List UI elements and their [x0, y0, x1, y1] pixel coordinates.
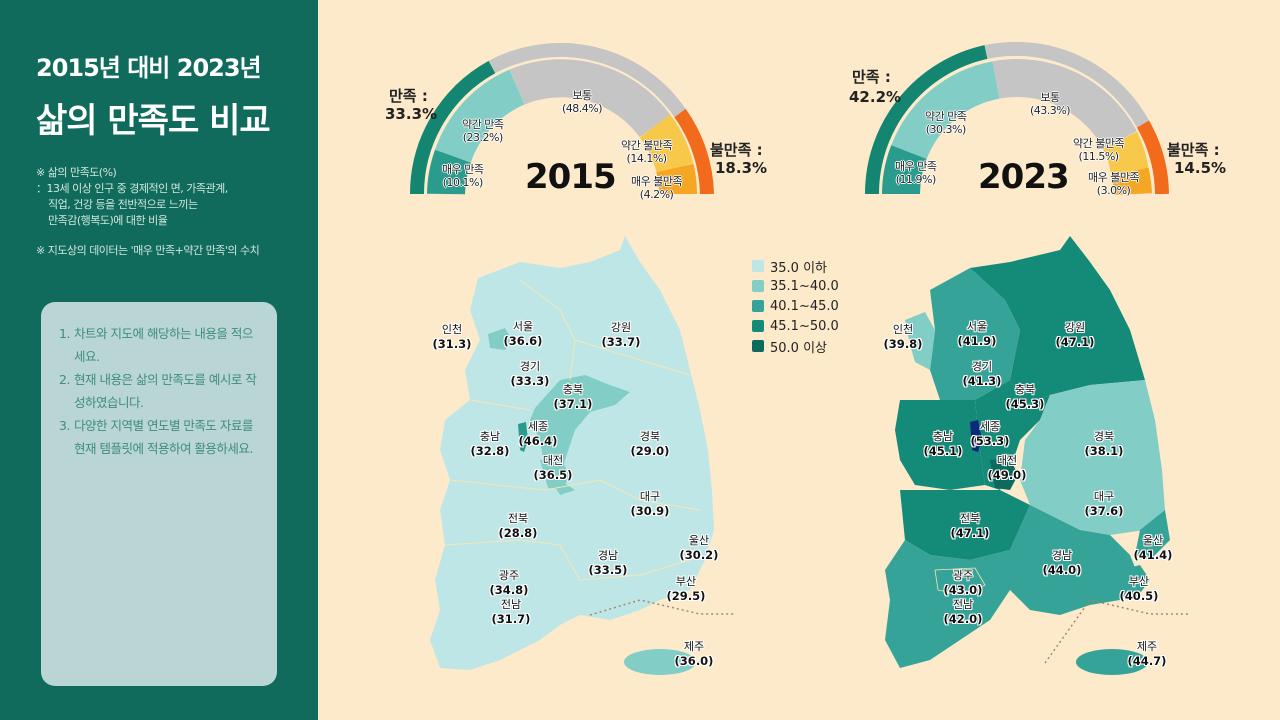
very-dissatisfied-label: 매우 불만족 (3.0%): [1088, 171, 1140, 197]
page-title: 삶의 만족도 비교: [36, 101, 271, 141]
legend-item: 35.0 이하: [752, 256, 839, 276]
note-line: 직업, 건강 등을 전반적으로 느끼는: [48, 198, 198, 211]
dissatisfied-value: 18.3%: [715, 159, 768, 177]
sidebar: 2015년 대비 2023년 삶의 만족도 비교 ※ 삶의 만족도(%) ：13…: [0, 0, 318, 720]
region-label-gwangju: 광주 (43.0): [943, 569, 983, 597]
region-label-daegu: 대구 (30.9): [630, 490, 670, 518]
gauge-2023-arcs: [864, 41, 1169, 196]
region-label-incheon: 인천 (31.3): [432, 323, 472, 351]
note-heading: ※ 삶의 만족도(%): [36, 166, 117, 179]
region-label-gyeongbuk: 경북 (29.0): [630, 430, 670, 458]
region-label-gyeongnam: 경남 (44.0): [1042, 549, 1082, 577]
region-label-gangwon: 강원 (33.7): [601, 321, 641, 349]
region-label-daejeon: 대전 (49.0): [987, 454, 1027, 482]
legend-swatch: [752, 260, 764, 272]
region-label-busan: 부산 (40.5): [1119, 575, 1159, 603]
legend-item: 45.1~50.0: [752, 316, 839, 336]
year-2015: 2015: [525, 157, 617, 197]
satisfied-label: 만족 :: [852, 68, 891, 86]
year-2023: 2023: [978, 157, 1070, 197]
region-label-daejeon: 대전 (36.5): [533, 454, 573, 482]
region-label-incheon: 인천 (39.8): [883, 323, 923, 351]
somewhat-satisfied-label: 약간 만족 (30.3%): [925, 110, 967, 136]
note-line: ：13세 이상 인구 중 경제적인 면, 가족관계,: [36, 182, 228, 195]
very-satisfied-label: 매우 만족 (11.9%): [895, 160, 937, 186]
region-label-jeonbuk: 전북 (28.8): [498, 512, 538, 540]
region-label-busan: 부산 (29.5): [666, 575, 706, 603]
somewhat-dissatisfied-label: 약간 불만족 (14.1%): [621, 139, 673, 165]
gauge-2015: 만족 : 33.3% 불만족 : 18.3% 약간 만족 (23.2%) 매우 만…: [0, 0, 1280, 230]
instruction-item: 1. 차트와 지도에 해당하는 내용을 적으세요.: [59, 326, 253, 364]
region-label-gwangju: 광주 (34.8): [489, 569, 529, 597]
legend-item: 35.1~40.0: [752, 276, 839, 296]
definition-note: ※ 삶의 만족도(%) ：13세 이상 인구 중 경제적인 면, 가족관계, 직…: [36, 165, 228, 229]
region-label-gyeonggi: 경기 (41.3): [962, 360, 1002, 388]
map-data-note: ※ 지도상의 데이터는 '매우 만족+약간 만족'의 수치: [36, 244, 260, 257]
region-label-gyeongbuk: 경북 (38.1): [1084, 430, 1124, 458]
region-label-gangwon: 강원 (47.1): [1055, 321, 1095, 349]
legend-item: 40.1~45.0: [752, 296, 839, 316]
legend-swatch: [752, 280, 764, 292]
region-label-jeju: 제주 (44.7): [1127, 640, 1167, 668]
title-line-1: 2015년 대비 2023년: [36, 54, 262, 82]
region-label-chungnam: 충남 (45.1): [923, 430, 963, 458]
map-legend: 35.0 이하 35.1~40.0 40.1~45.0 45.1~50.0 50…: [752, 256, 839, 356]
region-label-chungbuk: 충북 (37.1): [553, 383, 593, 411]
region-label-jeju: 제주 (36.0): [674, 640, 714, 668]
region-label-sejong: 세종 (46.4): [518, 420, 558, 448]
satisfied-label: 만족 :: [389, 87, 428, 105]
instructions-box: 1. 차트와 지도에 해당하는 내용을 적으세요. 2. 현재 내용은 삶의 만족도…: [41, 302, 277, 686]
region-label-sejong: 세종 (53.3): [970, 420, 1010, 448]
gauge-2015-arcs: [410, 42, 714, 195]
gauge-2023: 만족 : 42.2% 불만족 : 14.5% 약간 만족 (30.3%) 매우 만…: [0, 0, 1280, 230]
very-satisfied-label: 매우 만족 (10.1%): [442, 163, 484, 189]
region-label-ulsan: 울산 (41.4): [1133, 534, 1173, 562]
legend-swatch: [752, 340, 764, 352]
region-label-jeonnam: 전남 (31.7): [491, 598, 531, 626]
region-label-chungbuk: 충북 (45.3): [1005, 383, 1045, 411]
very-dissatisfied-label: 매우 불만족 (4.2%): [631, 175, 683, 201]
region-label-gyeongnam: 경남 (33.5): [588, 549, 628, 577]
somewhat-dissatisfied-label: 약간 불만족 (11.5%): [1073, 137, 1125, 163]
region-label-jeonnam: 전남 (42.0): [943, 598, 983, 626]
dissatisfied-value: 14.5%: [1174, 159, 1227, 177]
satisfied-value: 33.3%: [385, 105, 438, 123]
region-label-jeonbuk: 전북 (47.1): [950, 512, 990, 540]
somewhat-satisfied-label: 약간 만족 (23.2%): [462, 118, 504, 144]
region-label-daegu: 대구 (37.6): [1084, 490, 1124, 518]
instruction-item: 2. 현재 내용은 삶의 만족도를 예시로 작성하였습니다.: [59, 372, 257, 410]
legend-swatch: [752, 320, 764, 332]
satisfied-value: 42.2%: [849, 88, 902, 106]
note-line: 만족감(행복도)에 대한 비율: [48, 214, 168, 227]
legend-item: 50.0 이상: [752, 336, 839, 356]
region-label-ulsan: 울산 (30.2): [679, 534, 719, 562]
region-label-gyeonggi: 경기 (33.3): [510, 360, 550, 388]
neutral-label: 보통 (48.4%): [562, 89, 603, 115]
instruction-item: 3. 다양한 지역별 연도별 만족도 자료를 현재 템플릿에 적용하여 활용하세요…: [59, 418, 253, 456]
dissatisfied-label: 불만족 :: [1167, 141, 1220, 159]
dissatisfied-label: 불만족 :: [710, 141, 763, 159]
region-label-seoul: 서울 (41.9): [957, 320, 997, 348]
region-label-seoul: 서울 (36.6): [503, 320, 543, 348]
neutral-label: 보통 (43.3%): [1030, 91, 1071, 117]
legend-swatch: [752, 300, 764, 312]
region-label-chungnam: 충남 (32.8): [470, 430, 510, 458]
